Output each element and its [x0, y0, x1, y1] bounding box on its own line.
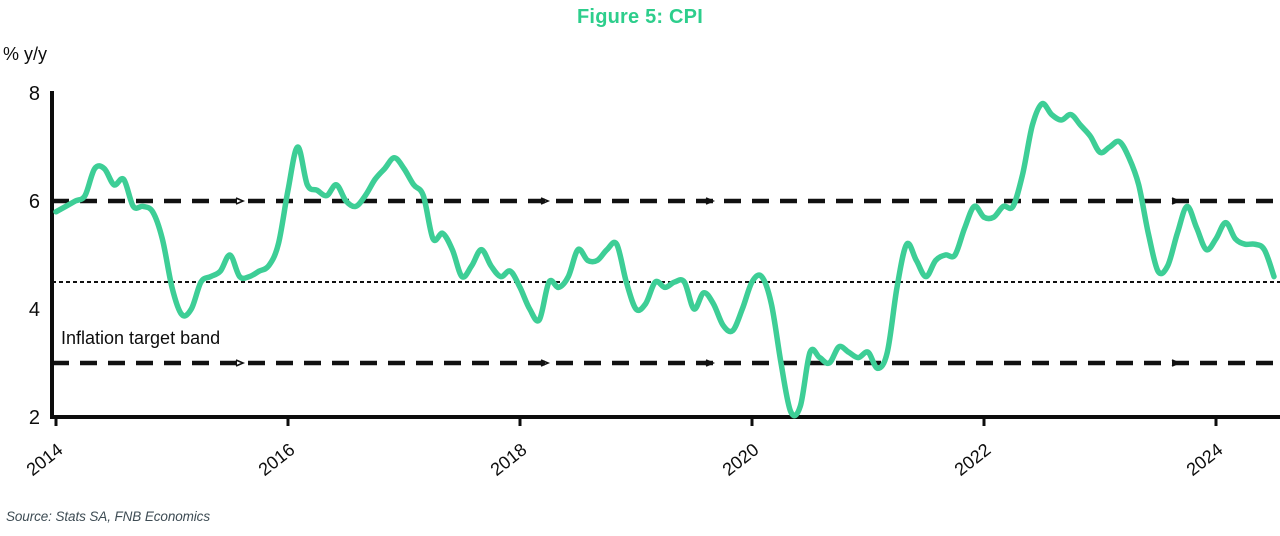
x-tick-label: 2016: [255, 439, 299, 479]
dash-arrow-mark: [705, 197, 716, 205]
source-note: Source: Stats SA, FNB Economics: [6, 509, 210, 524]
x-tick-label: 2022: [951, 439, 995, 479]
y-axis-unit-label: % y/y: [3, 44, 48, 64]
dash-arrow-mark: [540, 359, 551, 367]
y-tick-label: 6: [29, 191, 40, 213]
x-tick-label: 2018: [487, 439, 531, 479]
inflation-target-band-label: Inflation target band: [61, 328, 221, 348]
cpi-line: [53, 100, 1277, 419]
dash-arrow-mark: [540, 197, 551, 205]
y-tick-label: 4: [29, 299, 40, 321]
dash-arrow-mark: [705, 359, 716, 367]
x-tick-label: 2014: [23, 439, 67, 479]
y-tick-label: 8: [29, 83, 40, 105]
x-tick-label: 2020: [719, 439, 763, 479]
x-tick-label: 2024: [1183, 439, 1227, 479]
chart-title: Figure 5: CPI: [577, 6, 703, 28]
dash-arrow-mark: [235, 197, 246, 205]
y-tick-label: 2: [29, 407, 40, 429]
dash-arrow-mark: [235, 359, 246, 367]
dash-arrow-mark: [1171, 197, 1182, 205]
dash-arrow-mark: [1171, 359, 1182, 367]
